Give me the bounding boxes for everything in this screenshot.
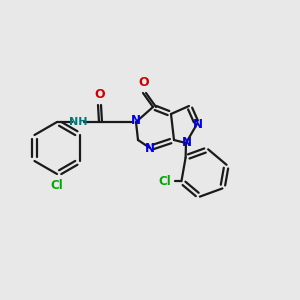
Text: NH: NH xyxy=(69,117,87,127)
Text: O: O xyxy=(139,76,149,89)
Text: N: N xyxy=(131,115,141,128)
Text: Cl: Cl xyxy=(159,175,171,188)
Text: N: N xyxy=(193,118,203,130)
Text: O: O xyxy=(95,88,105,101)
Text: N: N xyxy=(145,142,155,155)
Text: N: N xyxy=(182,136,192,149)
Text: Cl: Cl xyxy=(51,179,63,192)
